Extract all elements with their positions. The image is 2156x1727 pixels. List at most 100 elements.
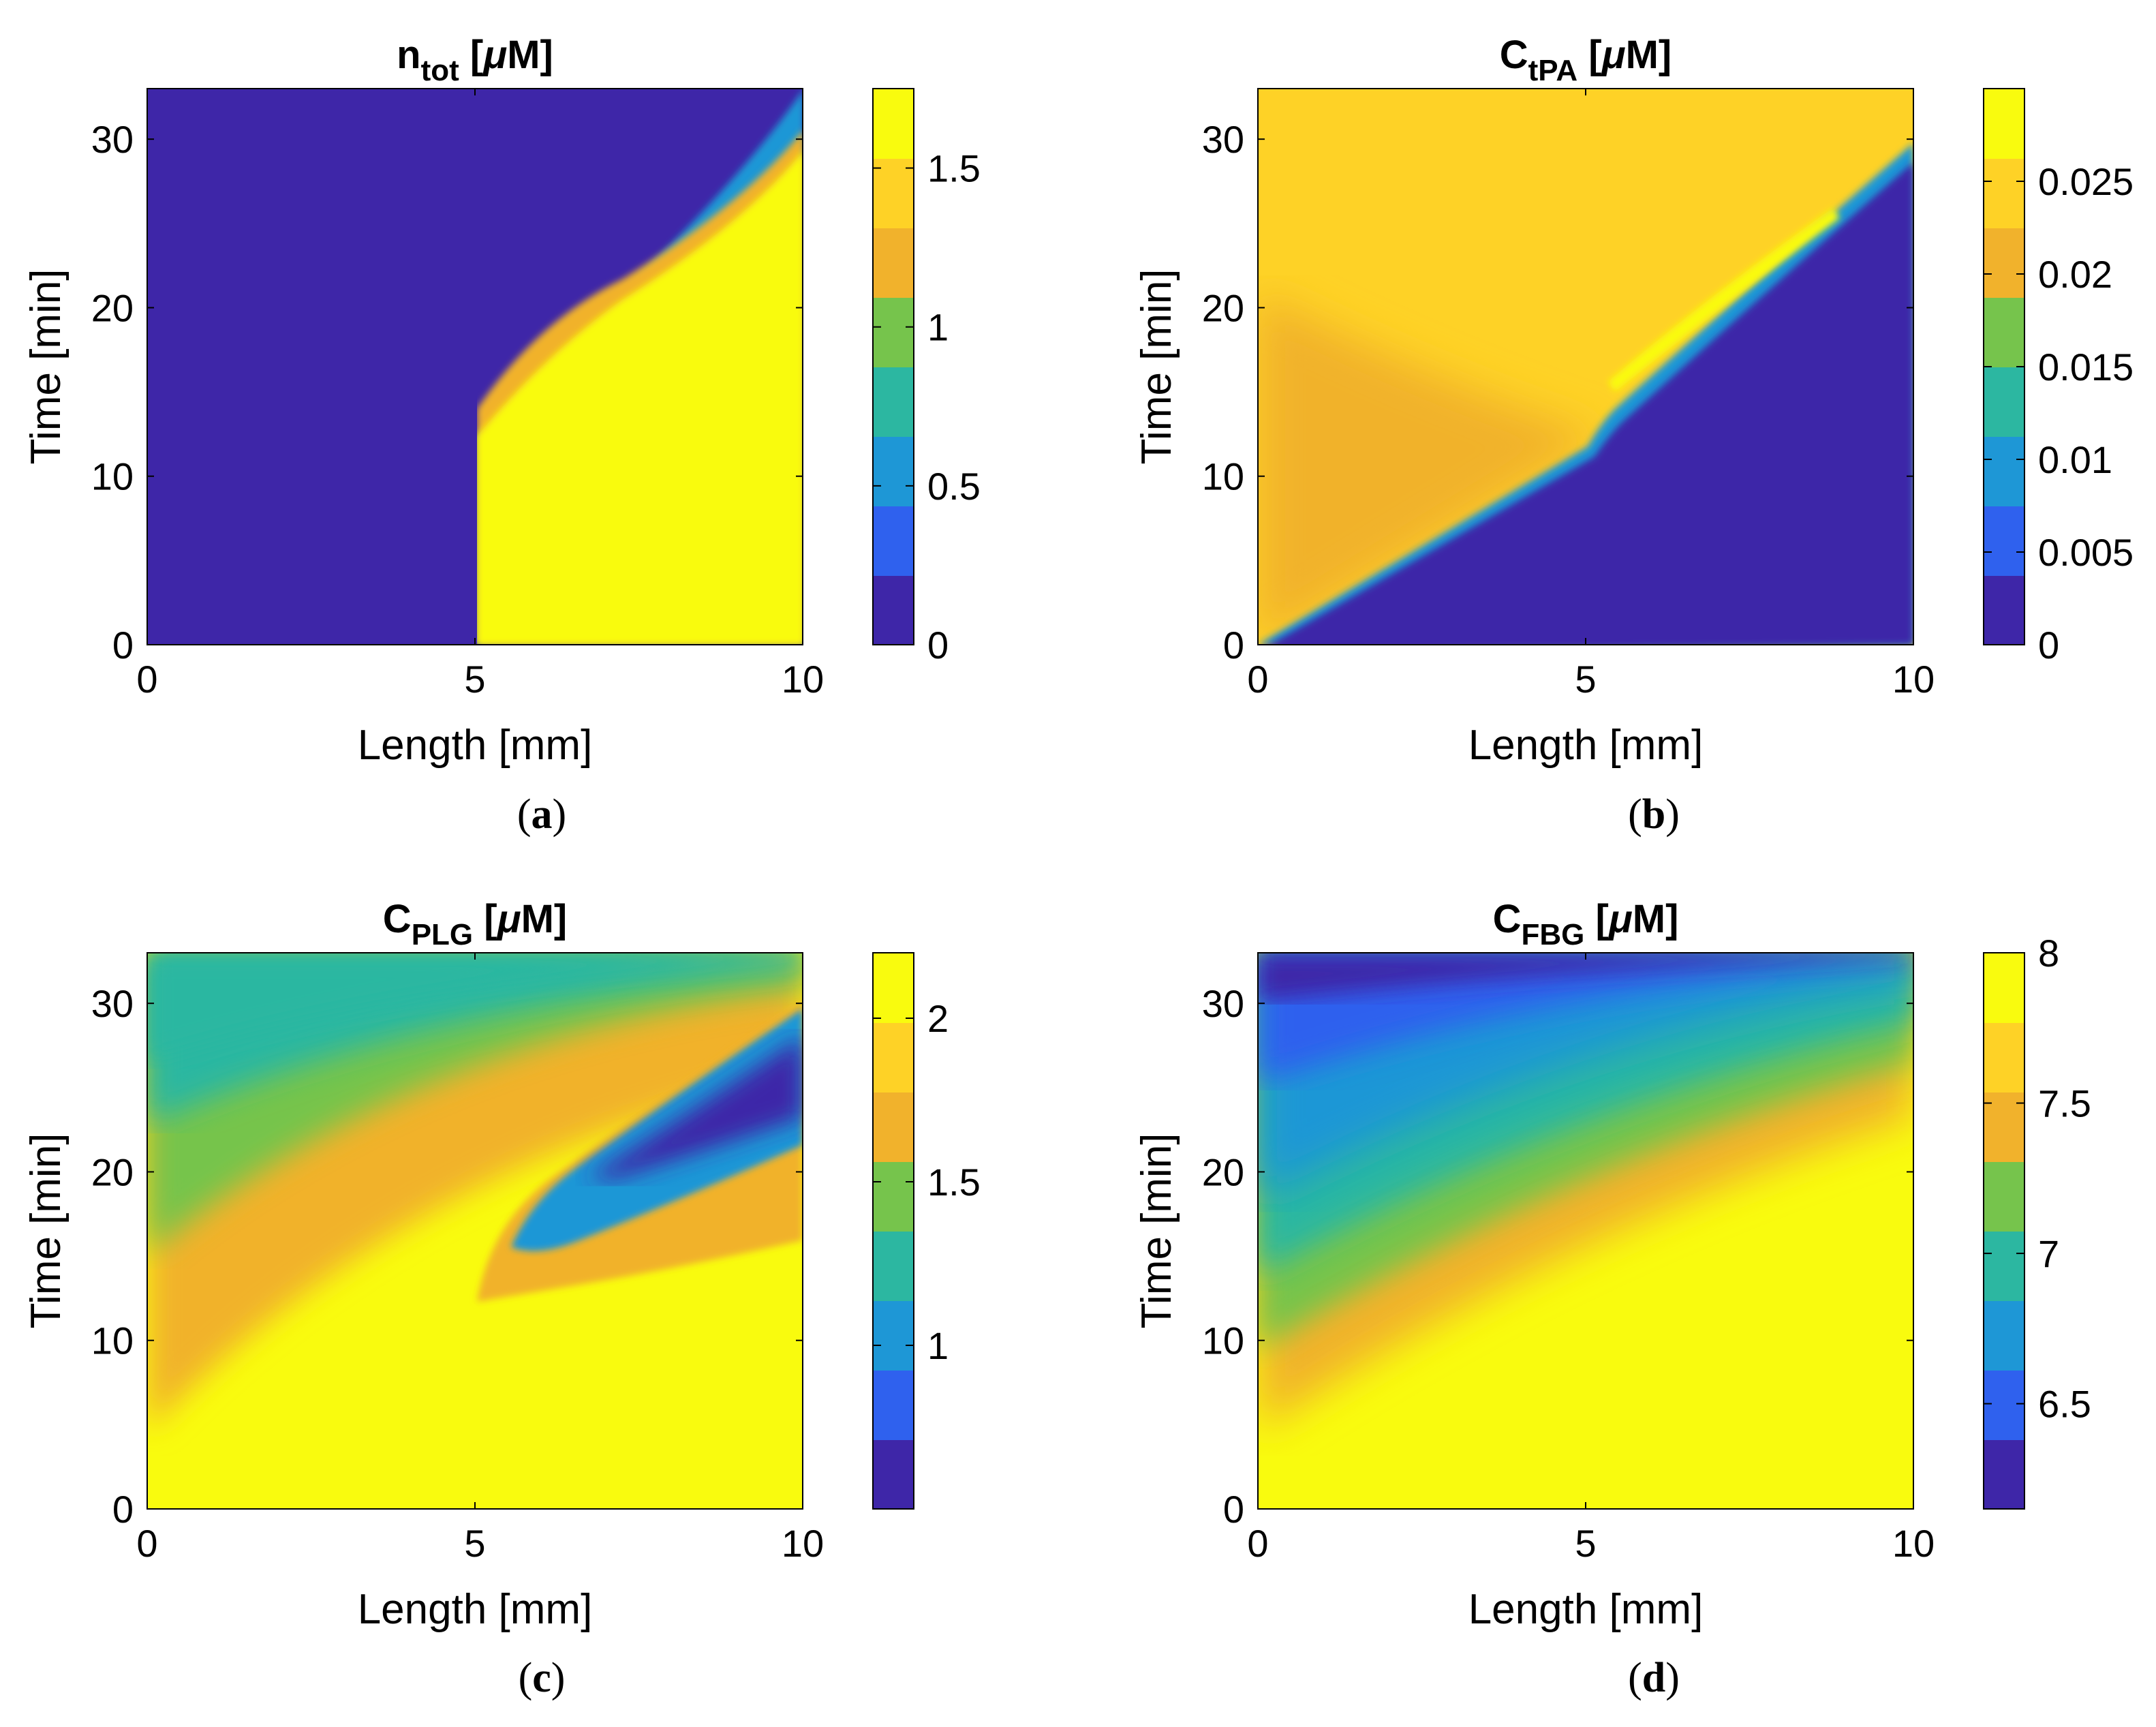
colorbar-segment (1984, 575, 2024, 645)
colorbar-b: 0 0.005 0.01 0.015 0.02 0.025 (1983, 88, 2134, 667)
y-tick-label: 20 (1202, 286, 1244, 329)
colorbar-segment (873, 952, 914, 1023)
colorbar-segment (1984, 157, 2024, 228)
colorbar-tick-label: 7.5 (2038, 1082, 2091, 1125)
panel-title: CtPA [μM] (1500, 33, 1672, 87)
colorbar-segment (873, 227, 914, 298)
colorbar-frame (1983, 952, 2025, 1510)
axes-b: 0 5 10 0 10 20 30 Length [mm] Time [min] CtPA [μM… (1133, 33, 1935, 838)
colorbar-tick-label: 0 (927, 624, 949, 667)
y-axis-label: Time [min] (1133, 269, 1180, 464)
x-tick-label: 5 (464, 1522, 485, 1565)
colorbar-segment (873, 1091, 914, 1162)
y-tick-label: 20 (91, 1150, 134, 1193)
title-main: C (1493, 897, 1522, 941)
x-tick-label: 5 (464, 658, 485, 701)
colorbar-segment (873, 366, 914, 437)
y-tick-label: 20 (1202, 1150, 1244, 1193)
title-subscript: tPA (1528, 54, 1578, 87)
colorbar-tick-label: 8 (2038, 932, 2059, 975)
panel-caption: (d) (1628, 1655, 1680, 1701)
colorbar-segment (873, 88, 914, 159)
colorbar-frame (872, 952, 914, 1510)
title-subscript: tot (421, 54, 460, 87)
colorbar-segment (1984, 296, 2024, 367)
colorbar-segment (1984, 1439, 2024, 1510)
title-subscript: PLG (412, 918, 473, 951)
colorbar-segment (1984, 227, 2024, 298)
x-tick-label: 0 (1247, 658, 1268, 701)
title-unit-close: M] (507, 33, 553, 77)
title-unit-close: M] (521, 897, 568, 941)
panel-caption: (a) (517, 791, 566, 838)
colorbar-segment (873, 1369, 914, 1440)
colorbar-segment (873, 435, 914, 506)
colorbar-tick-label: 2 (927, 997, 949, 1040)
y-tick-label: 0 (112, 624, 134, 667)
panel-title: ntot [μM] (397, 33, 553, 87)
panel-b: 0 5 10 0 10 20 30 Length [mm] Time [min] CtPA [μM… (1133, 33, 2134, 838)
y-tick-label: 0 (112, 1488, 134, 1531)
colorbar-tick-label: 1.5 (927, 1161, 981, 1204)
x-tick-label: 0 (136, 658, 157, 701)
colorbar-segment (1984, 1161, 2024, 1232)
y-tick-label: 0 (1223, 1488, 1244, 1531)
y-axis-label: Time [min] (22, 1133, 70, 1328)
colorbar-tick-label: 0.025 (2038, 160, 2134, 203)
y-tick-label: 30 (91, 118, 134, 161)
y-tick-label: 0 (1223, 624, 1244, 667)
panel-caption-letter: d (1642, 1655, 1665, 1701)
axes-d: 0 5 10 0 10 20 30 Length [mm] Time [min] CFBG [μM… (1133, 897, 1935, 1701)
colorbar-tick-label: 1 (927, 1324, 949, 1367)
x-tick-label: 10 (782, 658, 824, 701)
title-unit-open: [ (1577, 33, 1601, 77)
colorbar-c: 11.52 (872, 952, 981, 1510)
colorbar-a: 0 0.5 1 1.5 (872, 88, 981, 667)
heatmap-c (147, 953, 803, 1509)
colorbar-tick-label: 0 (2038, 624, 2059, 667)
title-main: C (383, 897, 412, 941)
panel-caption-letter: c (532, 1655, 551, 1701)
title-unit-close: M] (1626, 33, 1672, 77)
x-axis-label: Length [mm] (358, 1586, 593, 1633)
colorbar-tick-label: 0.015 (2038, 346, 2134, 388)
colorbar-tick-label: 6.5 (2038, 1383, 2091, 1426)
x-tick-label: 5 (1575, 1522, 1596, 1565)
colorbar-segment (1984, 952, 2024, 1023)
colorbar-segment (873, 1230, 914, 1301)
colorbar-segment (1984, 1230, 2024, 1301)
title-unit-close: M] (1633, 897, 1679, 941)
y-tick-label: 20 (91, 286, 134, 329)
title-subscript: FBG (1521, 918, 1584, 951)
x-axis-label: Length [mm] (358, 722, 593, 769)
colorbar-segment (1984, 366, 2024, 437)
colorbar-segment (873, 157, 914, 228)
heatmap-a (147, 89, 803, 645)
panel-caption-letter: b (1642, 791, 1665, 838)
y-tick-label: 30 (91, 982, 134, 1025)
colorbar-tick-label: 0.5 (927, 465, 981, 508)
panel-caption: (c) (519, 1655, 566, 1701)
colorbar-segment (1984, 1091, 2024, 1162)
colorbar-segment (873, 1300, 914, 1371)
x-axis-label: Length [mm] (1468, 1586, 1704, 1633)
x-tick-label: 0 (136, 1522, 157, 1565)
y-tick-label: 10 (91, 455, 134, 498)
colorbar-segment (1984, 505, 2024, 576)
title-unit-mu: μ (496, 897, 521, 941)
x-axis-label: Length [mm] (1468, 722, 1704, 769)
colorbar-tick-label: 0.01 (2038, 438, 2112, 481)
heatmap-d (1258, 953, 1913, 1509)
y-tick-label: 10 (1202, 455, 1244, 498)
y-tick-label: 30 (1202, 118, 1244, 161)
panel-title: CPLG [μM] (383, 897, 567, 951)
axes-c: 0 5 10 0 10 20 30 Length [mm] Time [min] CPLG [μM… (22, 897, 824, 1701)
title-unit-open: [ (459, 33, 483, 77)
colorbar-tick-label: 0.005 (2038, 531, 2134, 574)
panel-title: CFBG [μM] (1493, 897, 1679, 951)
title-unit-mu: μ (1607, 897, 1633, 941)
colorbar-d: 6.5 7 7.5 8 (1983, 932, 2091, 1510)
panel-caption: (b) (1628, 791, 1680, 838)
x-tick-label: 5 (1575, 658, 1596, 701)
